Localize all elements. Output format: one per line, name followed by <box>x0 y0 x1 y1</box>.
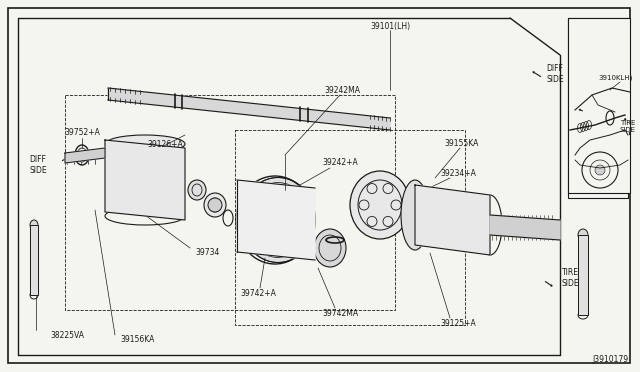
Text: 38225VA: 38225VA <box>50 330 84 340</box>
Text: 39752+A: 39752+A <box>64 128 100 137</box>
Bar <box>65 95 395 310</box>
Polygon shape <box>578 235 588 315</box>
Circle shape <box>208 198 222 212</box>
Circle shape <box>446 196 458 208</box>
Text: 3910KLH): 3910KLH) <box>599 75 633 81</box>
Bar <box>568 18 630 193</box>
Text: TIRE
SIDE: TIRE SIDE <box>562 268 580 288</box>
Ellipse shape <box>138 171 152 189</box>
Ellipse shape <box>154 164 168 182</box>
Ellipse shape <box>105 135 185 153</box>
Text: 39234+A: 39234+A <box>440 169 476 177</box>
Polygon shape <box>108 88 390 130</box>
Text: DIFF
SIDE: DIFF SIDE <box>546 64 564 84</box>
Ellipse shape <box>204 193 226 217</box>
Bar <box>568 18 628 198</box>
Text: 39156KA: 39156KA <box>120 336 154 344</box>
Ellipse shape <box>30 220 38 230</box>
Bar <box>235 130 465 325</box>
Ellipse shape <box>314 229 346 267</box>
Polygon shape <box>490 215 560 240</box>
Ellipse shape <box>188 180 206 200</box>
Text: TIRE
SIDE: TIRE SIDE <box>620 119 636 132</box>
Text: 39101(LH): 39101(LH) <box>370 22 410 31</box>
Text: 39126+A: 39126+A <box>147 140 183 148</box>
Ellipse shape <box>241 177 316 263</box>
Text: 39742MA: 39742MA <box>322 310 358 318</box>
Text: 39242+A: 39242+A <box>322 157 358 167</box>
Ellipse shape <box>350 171 410 239</box>
Text: 39734: 39734 <box>195 247 220 257</box>
Ellipse shape <box>122 164 136 182</box>
Polygon shape <box>30 225 38 295</box>
Polygon shape <box>105 140 185 220</box>
Polygon shape <box>237 180 315 260</box>
Circle shape <box>595 165 605 175</box>
Text: 39125+A: 39125+A <box>440 320 476 328</box>
Ellipse shape <box>401 180 429 250</box>
Text: 39242MA: 39242MA <box>324 86 360 94</box>
Circle shape <box>436 223 447 235</box>
Text: 39742+A: 39742+A <box>240 289 276 298</box>
Circle shape <box>456 223 468 235</box>
Text: DIFF
SIDE: DIFF SIDE <box>29 155 47 175</box>
Polygon shape <box>415 185 490 255</box>
Ellipse shape <box>578 229 588 241</box>
Text: J3910179: J3910179 <box>592 356 628 365</box>
Text: 39155KA: 39155KA <box>445 138 479 148</box>
Polygon shape <box>65 148 105 163</box>
